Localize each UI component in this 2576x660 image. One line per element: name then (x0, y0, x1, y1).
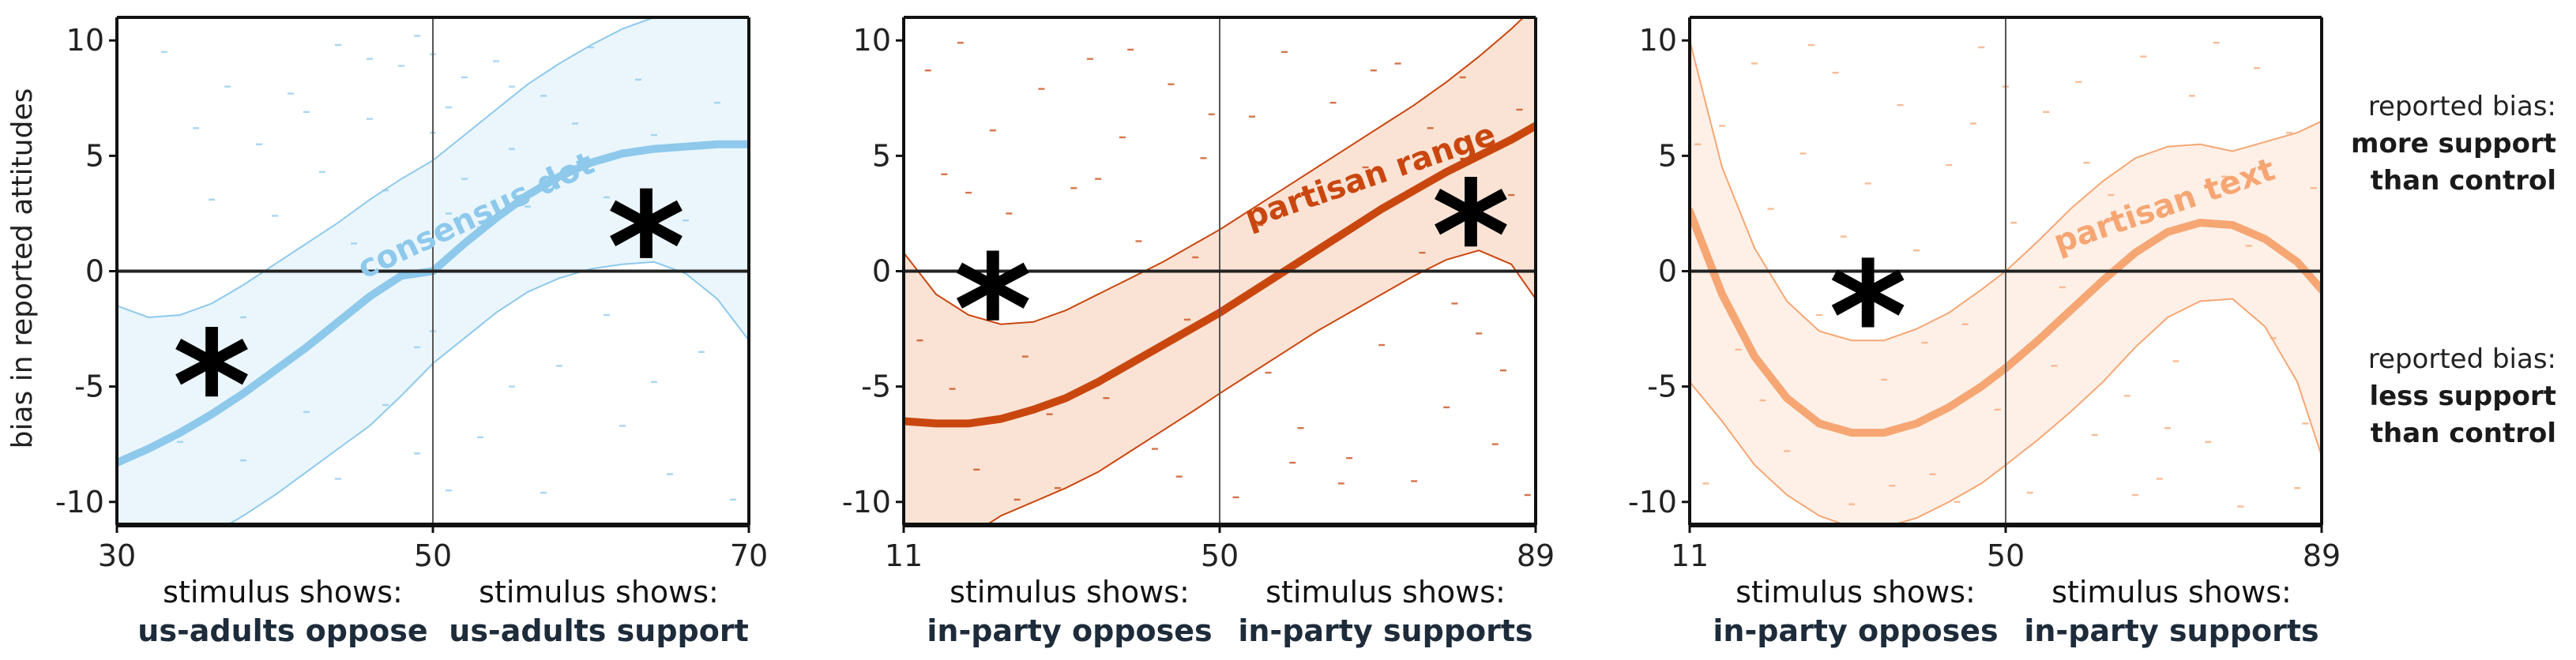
y-tick-label: -10 (842, 485, 891, 519)
side-label-lower-line-2: less support (2369, 381, 2556, 412)
significance-star: * (172, 299, 250, 474)
subtitle-right-bold: us-adults support (449, 613, 748, 648)
y-tick-label: -10 (55, 485, 104, 519)
y-tick-label: 10 (1639, 23, 1677, 58)
y-tick-label: 0 (1658, 254, 1677, 289)
side-label-upper-line-2: more support (2351, 128, 2556, 159)
y-axis-label: bias in reported attitudes (6, 88, 39, 449)
significance-star: * (1431, 149, 1510, 324)
y-tick-label: -10 (1628, 485, 1677, 519)
x-tick-label: 89 (2303, 538, 2341, 573)
side-label-upper-line-1: reported bias: (2368, 91, 2556, 122)
subtitle-right-plain: stimulus shows: (2051, 575, 2292, 609)
x-tick-label: 11 (885, 538, 923, 573)
x-tick-label: 89 (1517, 538, 1555, 573)
y-tick-label: -5 (1647, 369, 1677, 404)
x-tick-label: 50 (1987, 538, 2025, 573)
y-tick-label: 10 (66, 23, 104, 58)
subtitle-right-plain: stimulus shows: (479, 575, 719, 609)
subtitle-left-plain: stimulus shows: (950, 575, 1190, 609)
side-label-upper-line-3: than control (2371, 165, 2556, 197)
y-tick-label: 10 (853, 23, 891, 58)
y-tick-label: -5 (74, 369, 104, 404)
subtitle-left-plain: stimulus shows: (1736, 575, 1976, 609)
subtitle-left-bold: us-adults oppose (137, 613, 427, 648)
subtitle-right-bold: in-party supports (1238, 613, 1532, 648)
subtitle-right-bold: in-party supports (2024, 613, 2318, 648)
x-tick-label: 11 (1671, 538, 1709, 573)
x-tick-label: 70 (730, 538, 768, 573)
y-tick-label: 5 (1658, 138, 1677, 173)
subtitle-left-bold: in-party opposes (1713, 613, 1998, 648)
subtitle-right-plain: stimulus shows: (1265, 575, 1506, 609)
side-label-lower-line-1: reported bias: (2368, 343, 2556, 375)
subtitle-left-plain: stimulus shows: (163, 575, 403, 609)
y-tick-label: -5 (861, 369, 891, 404)
side-labels: reported bias: more support than control… (2351, 91, 2556, 449)
x-tick-label: 30 (98, 538, 136, 573)
y-tick-label: 5 (872, 138, 891, 173)
side-label-lower-line-3: than control (2371, 418, 2556, 449)
y-tick-label: 5 (85, 138, 104, 173)
x-tick-label: 50 (1201, 538, 1239, 573)
x-tick-label: 50 (414, 538, 452, 573)
y-tick-label: 0 (85, 254, 104, 289)
significance-star: * (953, 223, 1032, 398)
y-tick-label: 0 (872, 254, 891, 289)
significance-star: * (607, 161, 685, 336)
significance-star: * (1829, 230, 1907, 404)
subtitle-left-bold: in-party opposes (927, 613, 1212, 648)
